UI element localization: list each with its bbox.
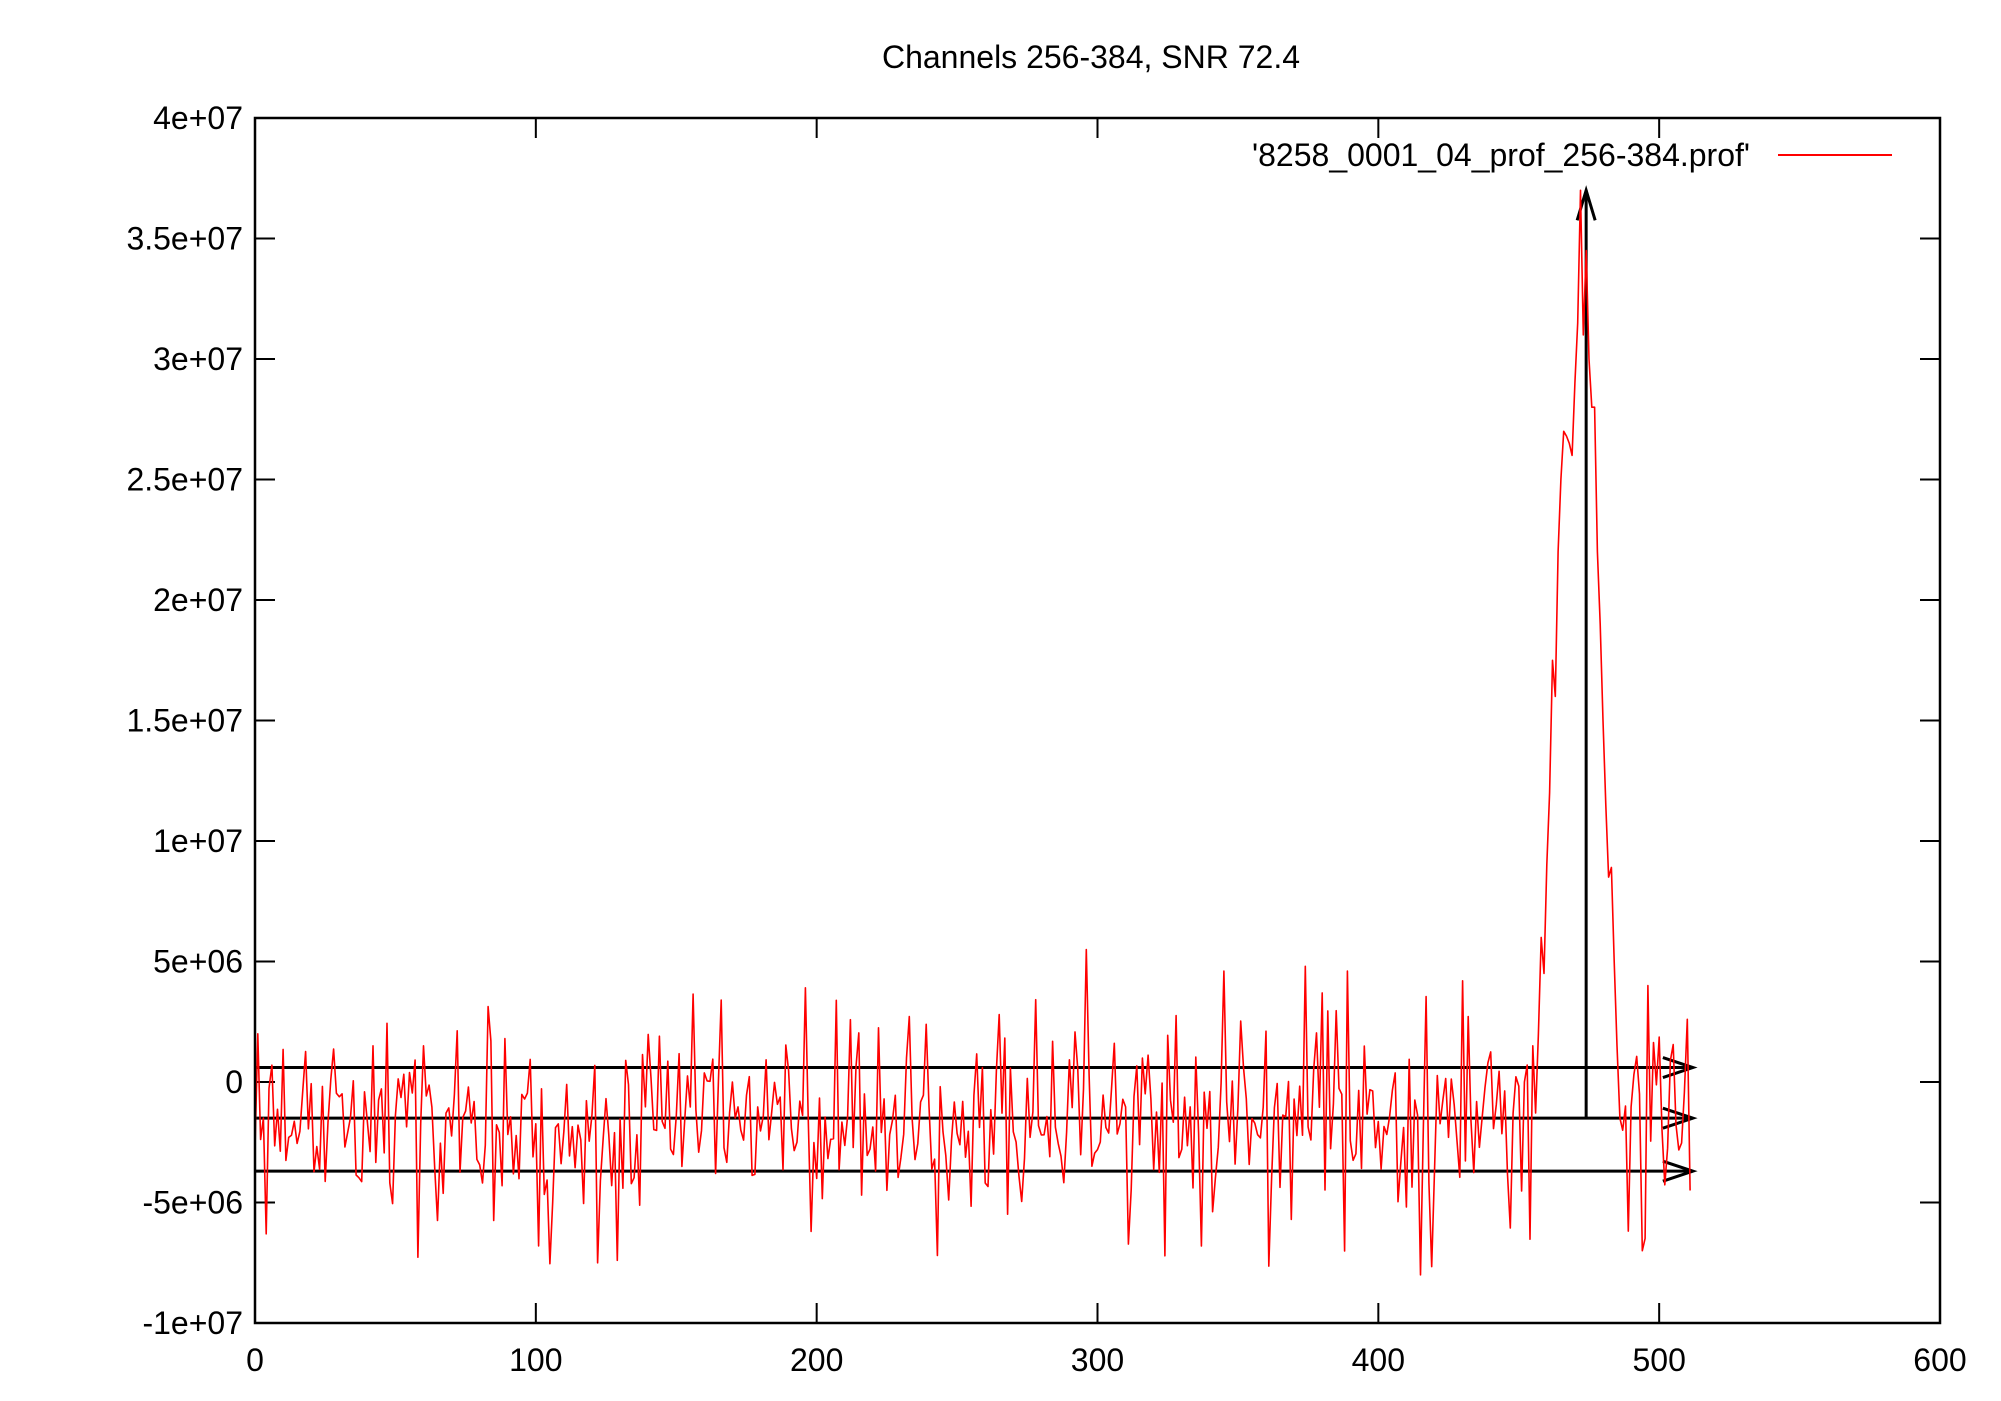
y-tick-label: -1e+07 bbox=[142, 1305, 243, 1341]
annotations bbox=[255, 185, 1698, 1183]
y-tick-label: 2e+07 bbox=[153, 582, 243, 618]
y-tick-label: -5e+06 bbox=[142, 1185, 243, 1221]
chart-title: Channels 256-384, SNR 72.4 bbox=[882, 39, 1300, 75]
y-tick-label: 5e+06 bbox=[153, 944, 243, 980]
y-tick-label: 1.5e+07 bbox=[126, 703, 243, 739]
hline-arrowhead bbox=[1662, 1056, 1698, 1079]
legend-label: '8258_0001_04_prof_256-384.prof' bbox=[1252, 137, 1750, 173]
y-tick-label: 2.5e+07 bbox=[126, 462, 243, 498]
y-tick-label: 0 bbox=[225, 1064, 243, 1100]
x-tick-label: 200 bbox=[790, 1342, 843, 1378]
x-tick-label: 300 bbox=[1071, 1342, 1124, 1378]
axis-ticks bbox=[254, 117, 1941, 1324]
series-layer bbox=[254, 189, 1691, 1276]
x-tick-label: 100 bbox=[509, 1342, 562, 1378]
x-tick-label: 600 bbox=[1913, 1342, 1966, 1378]
y-tick-label: 3.5e+07 bbox=[126, 221, 243, 257]
hline-arrowhead bbox=[1662, 1159, 1698, 1183]
legend: '8258_0001_04_prof_256-384.prof' bbox=[1252, 137, 1892, 173]
series-line bbox=[254, 189, 1691, 1276]
x-tick-label: 400 bbox=[1352, 1342, 1405, 1378]
plot-frame bbox=[253, 116, 1942, 1325]
x-tick-label: 500 bbox=[1632, 1342, 1685, 1378]
hline-arrowhead bbox=[1662, 1106, 1698, 1130]
y-tick-label: 1e+07 bbox=[153, 823, 243, 859]
y-tick-label: 4e+07 bbox=[153, 100, 243, 136]
axis-tick-labels: 0 100 200 300 400 500 600 -1e+07 -5e+06 0 5e+06 1e+… bbox=[126, 100, 1966, 1378]
x-tick-label: 0 bbox=[246, 1342, 264, 1378]
y-tick-label: 3e+07 bbox=[153, 341, 243, 377]
